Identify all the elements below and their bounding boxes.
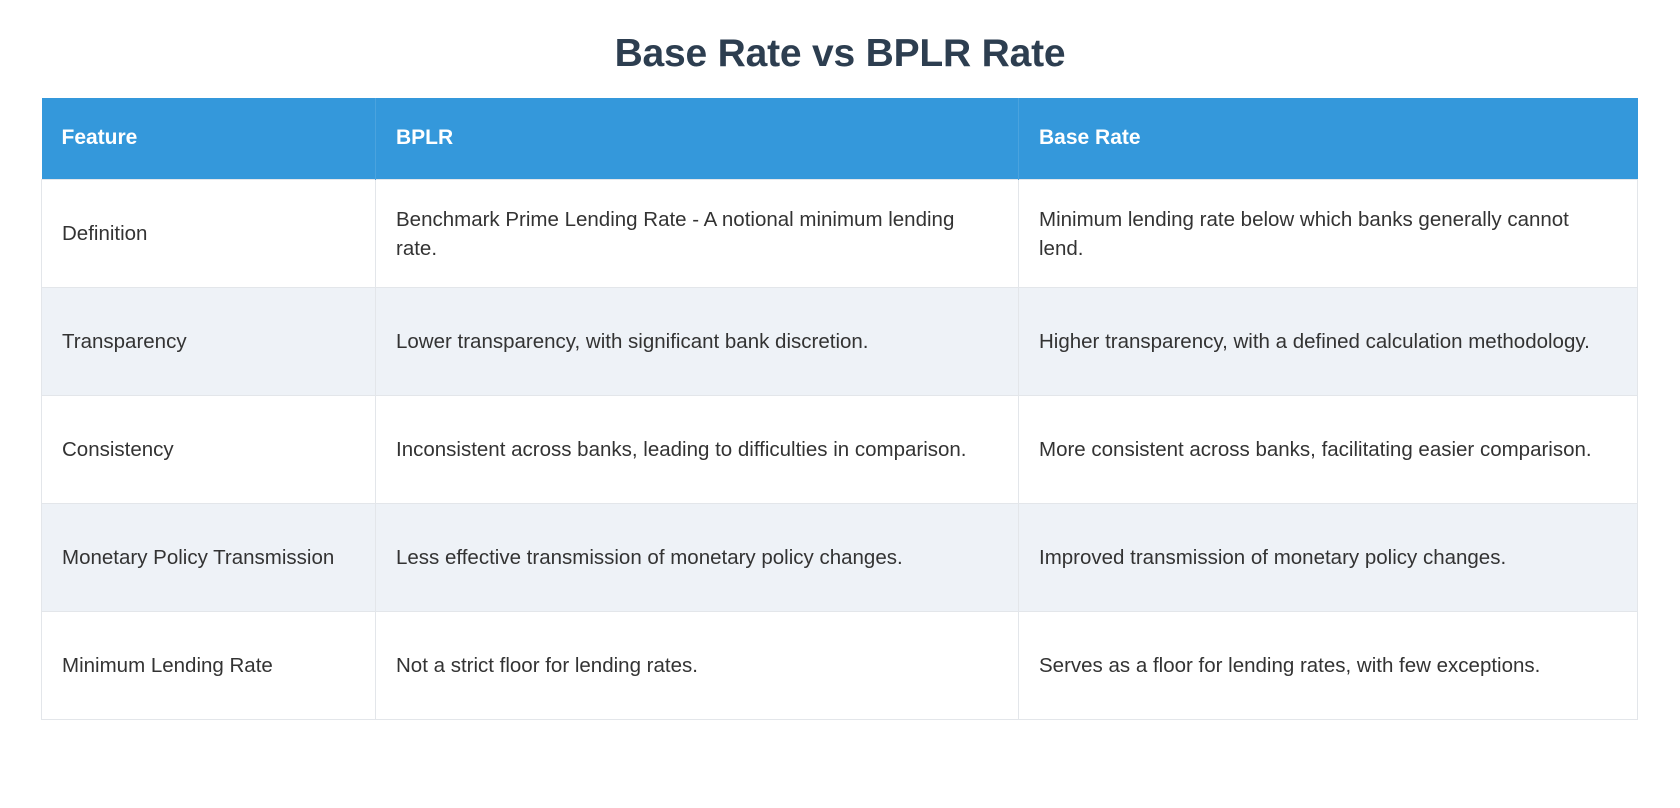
cell-bplr: Inconsistent across banks, leading to di…: [375, 395, 1019, 505]
cell-feature: Minimum Lending Rate: [41, 611, 376, 721]
cell-base-rate: Minimum lending rate below which banks g…: [1018, 179, 1638, 289]
cell-feature: Transparency: [41, 287, 376, 397]
cell-bplr: Benchmark Prime Lending Rate - A notiona…: [375, 179, 1019, 289]
cell-bplr: Less effective transmission of monetary …: [375, 503, 1019, 613]
cell-bplr: Not a strict floor for lending rates.: [375, 611, 1019, 721]
cell-feature: Monetary Policy Transmission: [41, 503, 376, 613]
table-row: Monetary Policy Transmission Less effect…: [41, 503, 1638, 613]
cell-bplr: Lower transparency, with significant ban…: [375, 287, 1019, 397]
cell-base-rate: Higher transparency, with a defined calc…: [1018, 287, 1638, 397]
column-header-bplr: BPLR: [375, 97, 1019, 180]
comparison-table-container: Feature BPLR Base Rate Definition Benchm…: [41, 97, 1638, 721]
comparison-table: Feature BPLR Base Rate Definition Benchm…: [41, 97, 1638, 721]
table-row: Consistency Inconsistent across banks, l…: [41, 395, 1638, 505]
table-header: Feature BPLR Base Rate: [41, 97, 1638, 180]
table-header-row: Feature BPLR Base Rate: [41, 97, 1638, 180]
cell-base-rate: More consistent across banks, facilitati…: [1018, 395, 1638, 505]
table-row: Definition Benchmark Prime Lending Rate …: [41, 179, 1638, 289]
table-row: Minimum Lending Rate Not a strict floor …: [41, 611, 1638, 721]
cell-base-rate: Improved transmission of monetary policy…: [1018, 503, 1638, 613]
page-title: Base Rate vs BPLR Rate: [614, 32, 1066, 75]
cell-feature: Definition: [41, 179, 376, 289]
table-body: Definition Benchmark Prime Lending Rate …: [41, 179, 1638, 721]
table-row: Transparency Lower transparency, with si…: [41, 287, 1638, 397]
cell-feature: Consistency: [41, 395, 376, 505]
cell-base-rate: Serves as a floor for lending rates, wit…: [1018, 611, 1638, 721]
column-header-feature: Feature: [41, 97, 376, 180]
column-header-base-rate: Base Rate: [1018, 97, 1638, 180]
